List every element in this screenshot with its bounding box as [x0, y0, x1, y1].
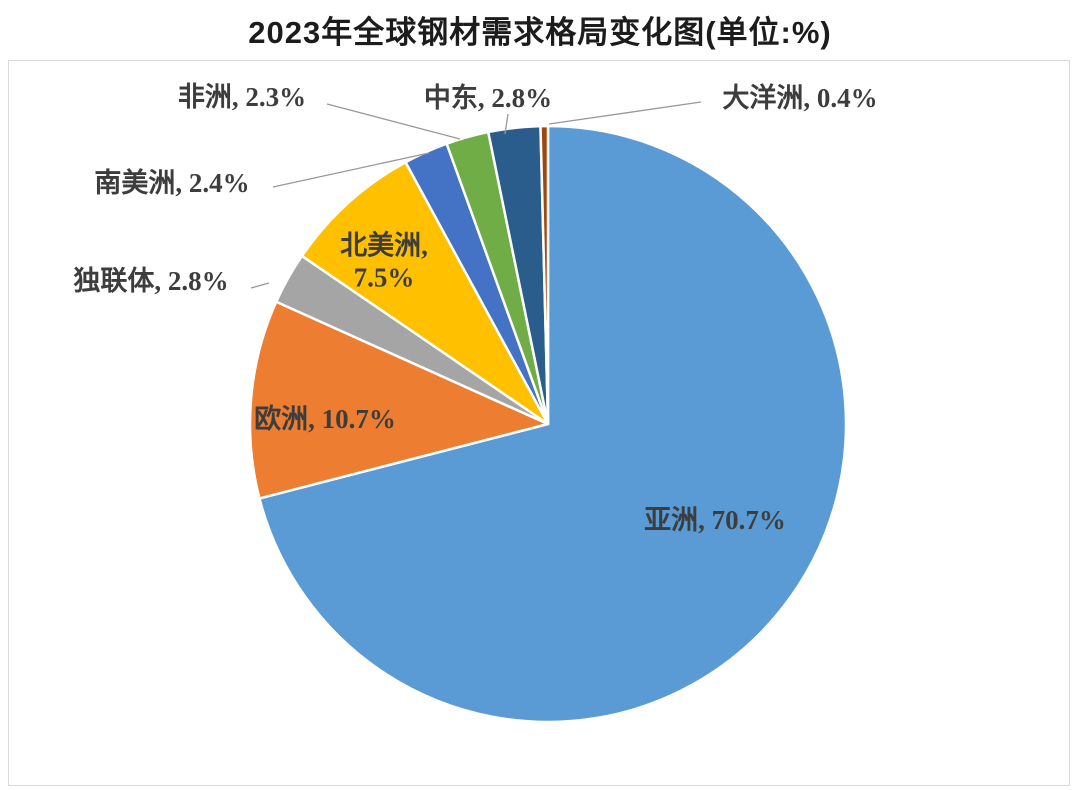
slice-label-europe: 欧洲, 10.7% [254, 403, 396, 434]
slice-label-cis: 独联体, 2.8% [73, 265, 229, 296]
slice-label-oceania: 大洋洲, 0.4% [722, 82, 878, 113]
slice-label-asia: 亚洲, 70.7% [644, 504, 786, 535]
chart-title: 2023年全球钢材需求格局变化图(单位:%) [248, 14, 832, 50]
slice-label-north-america: 北美洲, 7.5% [340, 230, 428, 293]
slice-label-middle-east: 中东, 2.8% [423, 82, 553, 113]
slice-label-africa: 非洲, 2.3% [177, 81, 307, 112]
slice-label-south-america: 南美洲, 2.4% [94, 167, 250, 198]
